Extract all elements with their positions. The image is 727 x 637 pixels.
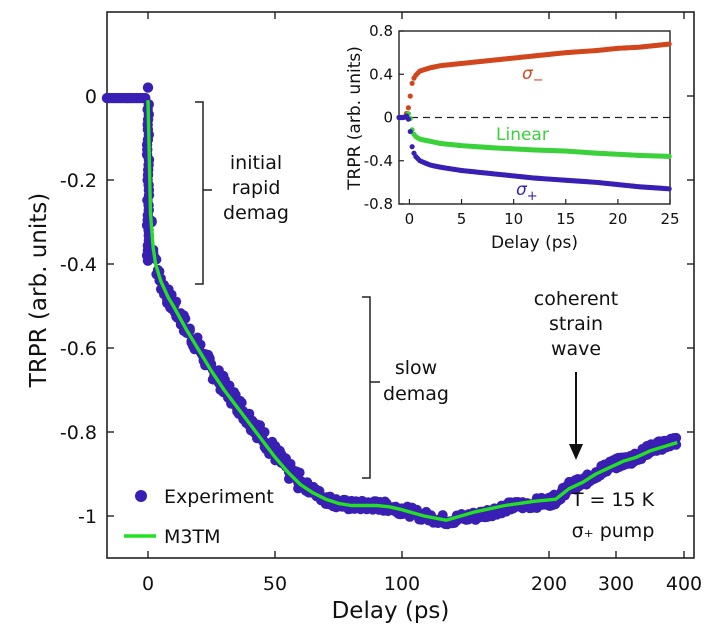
y-tick-label: 0 <box>85 86 97 108</box>
inset-y-tick-label: -0.4 <box>364 152 393 170</box>
inset-point <box>667 154 672 159</box>
x-tick-label: 50 <box>263 573 287 595</box>
y-tick-label: -0.6 <box>60 338 97 360</box>
x-axis-title: Delay (ps) <box>332 598 450 624</box>
inset-point <box>408 129 413 134</box>
x-tick-label: 300 <box>598 573 634 595</box>
y-tick-label: -0.8 <box>60 422 97 444</box>
inset-y-axis-title: TRPR (arb. units) <box>345 46 365 191</box>
annotation-initial-rapid-demag-line: initial <box>230 152 282 174</box>
inset-x-tick-label: 15 <box>556 210 575 228</box>
bracket-initial-demag <box>195 102 212 284</box>
legend-label-experiment: Experiment <box>164 486 274 508</box>
inset-series-label-base: Linear <box>496 125 549 145</box>
y-axis-title: TRPR (arb. units) <box>26 193 52 388</box>
annotation-initial-rapid-demag-line: demag <box>223 202 289 224</box>
inset-y-tick-label: 0 <box>383 109 393 127</box>
bracket-slow-demag <box>362 297 380 478</box>
annotation-coherent-strain-wave-line: coherent <box>534 288 618 310</box>
annotation-initial-rapid-demag-line: rapid <box>232 177 281 199</box>
annotation-coherent-strain-wave: coherent strain wave <box>534 288 618 360</box>
inset-point <box>410 144 415 149</box>
annotation-slow-demag-line: demag <box>383 383 449 405</box>
inset-x-tick-label: 10 <box>504 210 523 228</box>
x-tick-label: 100 <box>384 573 420 595</box>
inset-y-tick-label: 0.8 <box>369 22 393 40</box>
inset-y-tick-label: -0.8 <box>364 195 393 213</box>
x-tick-label: 400 <box>666 573 702 595</box>
x-tick-label: 0 <box>142 573 154 595</box>
experiment-point <box>143 82 153 92</box>
experiment-point <box>260 427 270 437</box>
annotation-coherent-strain-wave-line: wave <box>551 338 601 360</box>
annotation-slow-demag: slow demag <box>383 357 449 405</box>
inset-point <box>408 93 413 98</box>
legend-label-m3tm: M3TM <box>164 526 220 548</box>
strain-arrow-head <box>569 444 583 460</box>
inset-x-tick-label: 25 <box>660 210 679 228</box>
inset-series-label-sub: + <box>527 189 538 204</box>
inset-x-tick-label: 5 <box>457 210 467 228</box>
inset-series-label: Linear <box>496 125 549 145</box>
legend-marker-experiment <box>135 490 147 502</box>
y-tick-label: -1 <box>78 506 97 528</box>
inset-x-tick-label: 0 <box>405 210 415 228</box>
inset-point <box>410 81 415 86</box>
inset-point <box>667 186 672 191</box>
annotation-initial-rapid-demag: initial rapid demag <box>223 152 289 224</box>
annotation-slow-demag-line: slow <box>395 357 437 379</box>
experiment-point <box>295 468 305 478</box>
inset-chart: 0.8 0.4 0 -0.4 -0.8 0 5 10 15 20 25 Delay (ps) TRPR … <box>345 22 680 253</box>
y-tick-label: -0.2 <box>60 170 97 192</box>
y-tick-label: -0.4 <box>60 254 97 276</box>
inset-x-tick-label: 20 <box>608 210 627 228</box>
inset-x-axis-title: Delay (ps) <box>491 233 578 253</box>
inset-y-tick-label: 0.4 <box>369 65 393 83</box>
annotation-coherent-strain-wave-line: strain <box>549 313 603 335</box>
x-tick-label: 200 <box>531 573 567 595</box>
inset-series-label-sub: − <box>533 73 544 88</box>
annotation-temperature: T = 15 K <box>571 489 655 511</box>
annotation-pump: σ₊ pump <box>572 520 655 542</box>
inset-point <box>406 117 411 122</box>
inset-point <box>667 41 672 46</box>
inset-point <box>406 105 411 110</box>
